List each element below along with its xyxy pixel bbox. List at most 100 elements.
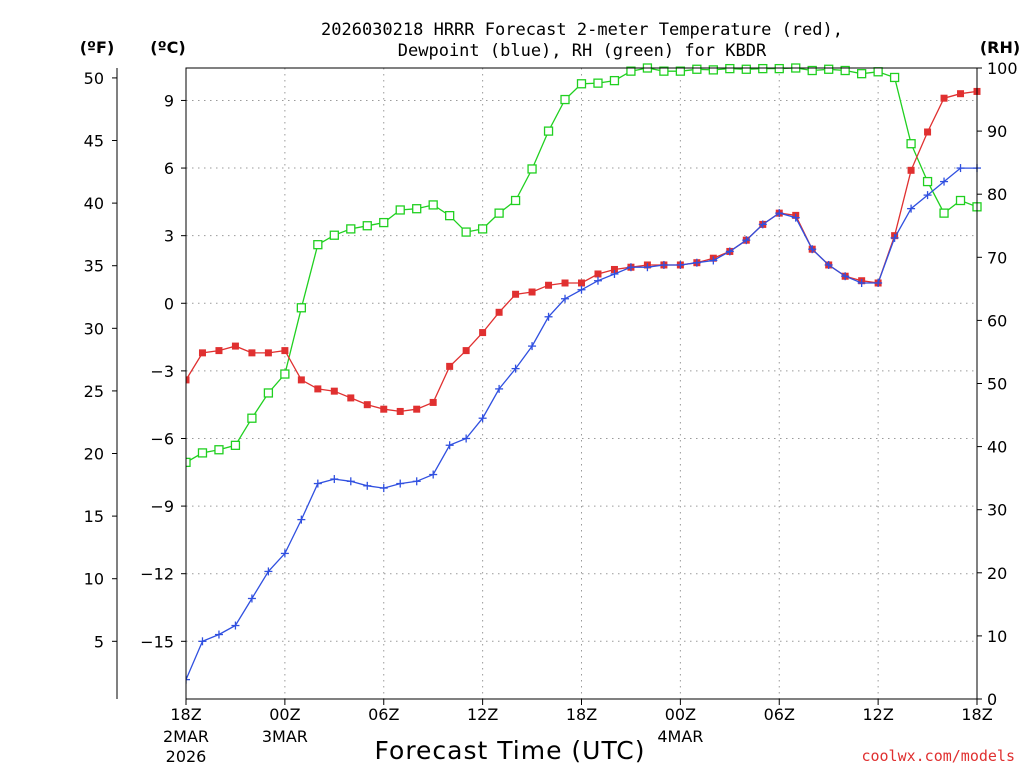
rh-point: [263, 388, 274, 398]
rh-point: [296, 303, 307, 313]
date-tick-label: 2MAR: [163, 727, 209, 746]
celsius-axis: −15 −12 −9 −6 −3 0 3 6 9: [140, 91, 186, 651]
temperature-point: [297, 376, 305, 384]
temperature-point: [528, 288, 536, 296]
rh-point: [922, 176, 933, 187]
dewpoint-point: [890, 233, 899, 242]
fahrenheit-tick-label: 30: [84, 319, 104, 338]
temperature-point: [396, 407, 404, 415]
rh-point: [939, 208, 949, 218]
dewpoint-point: [280, 549, 289, 558]
celsius-tick-label: −9: [150, 497, 174, 516]
rh-point: [412, 204, 422, 214]
rh-point: [494, 208, 504, 218]
temperature-point: [907, 166, 915, 174]
rh-point: [906, 139, 916, 149]
fahrenheit-tick-label: 45: [84, 132, 104, 151]
temperature-point: [231, 342, 239, 350]
temperature-point: [380, 405, 388, 413]
dewpoint-point: [907, 204, 916, 213]
rh-tick-label: 100: [987, 59, 1018, 78]
rh-point: [527, 164, 537, 174]
dewpoint-point: [626, 263, 635, 272]
temperature-point: [429, 398, 437, 406]
rh-point: [659, 66, 669, 76]
time-tick-label: 18Z: [170, 705, 201, 724]
dewpoint-point: [478, 414, 487, 423]
rh-point: [428, 200, 438, 210]
rh-point: [708, 65, 718, 75]
rh-point: [477, 224, 488, 234]
temperature-point: [413, 405, 421, 413]
time-tick-label: 12Z: [467, 705, 498, 724]
fahrenheit-tick-label: 40: [84, 194, 104, 213]
temperature-point: [512, 290, 520, 298]
rh-point: [692, 64, 702, 74]
celsius-tick-label: 9: [164, 91, 174, 110]
rh-tick-label: 0: [987, 690, 997, 709]
rh-tick-label: 10: [987, 627, 1007, 646]
dewpoint-point: [462, 434, 471, 443]
date-tick-label: 4MAR: [657, 727, 703, 746]
dewpoint-series: [186, 164, 981, 684]
dewpoint-point: [659, 260, 668, 269]
time-tick-label: 06Z: [764, 705, 795, 724]
dewpoint-point: [561, 294, 570, 303]
dewpoint-point: [346, 477, 355, 486]
credit-text: coolwx.com/models: [861, 747, 1015, 765]
rh-tick-label: 60: [987, 311, 1007, 330]
rh-point: [889, 72, 900, 83]
celsius-tick-label: −15: [140, 632, 174, 651]
dewpoint-point: [577, 285, 586, 294]
celsius-tick-label: 6: [164, 159, 174, 178]
chart-title-line1: 2026030218 HRRR Forecast 2-meter Tempera…: [321, 20, 843, 40]
dewpoint-point: [247, 594, 256, 603]
rh-point: [461, 227, 471, 237]
dewpoint-point: [758, 220, 767, 229]
rh-tick-label: 30: [987, 501, 1007, 520]
dewpoint-point: [874, 278, 883, 287]
temperature-point: [479, 329, 487, 337]
temperature-point: [330, 387, 338, 395]
rh-point: [379, 217, 389, 228]
rh-point: [840, 65, 850, 76]
dewpoint-point: [429, 470, 438, 479]
temperature-point: [924, 128, 932, 136]
dewpoint-point: [956, 164, 965, 173]
rh-point: [214, 445, 224, 455]
rh-point: [560, 94, 570, 105]
temperature-point: [248, 349, 256, 357]
dewpoint-point: [857, 278, 866, 287]
dewpoint-point: [511, 364, 520, 373]
rh-point: [576, 79, 587, 89]
temperature-point: [446, 362, 454, 370]
rh-tick-label: 90: [987, 122, 1007, 141]
rh-axis: 0 10 20 30 40 50 60 70 80 90 100: [977, 59, 1018, 709]
dewpoint-point: [495, 384, 504, 393]
fahrenheit-tick-label: 5: [94, 632, 104, 651]
fahrenheit-axis: 5 10 15 20 25 30 35 40 45 50: [84, 68, 118, 699]
rh-point: [445, 211, 455, 221]
celsius-tick-label: 0: [164, 294, 174, 313]
fahrenheit-tick-label: 10: [84, 570, 104, 589]
dewpoint-point: [923, 191, 932, 200]
rh-point: [758, 63, 768, 74]
rh-axis-label: (RH): [980, 38, 1020, 57]
dewpoint-point: [610, 269, 619, 278]
dewpoint-point: [186, 675, 190, 684]
temperature-point: [363, 401, 371, 409]
celsius-tick-label: −12: [140, 565, 174, 584]
rh-point: [313, 240, 323, 250]
rh-point: [626, 66, 636, 76]
temperature-point: [594, 270, 602, 278]
dewpoint-point: [214, 630, 223, 639]
fahrenheit-tick-label: 50: [84, 69, 104, 88]
rh-point: [774, 63, 784, 74]
temperature-point: [198, 349, 206, 357]
temperature-point: [314, 385, 322, 393]
temperature-point: [462, 347, 470, 355]
dewpoint-point: [725, 247, 734, 256]
rh-tick-label: 70: [987, 248, 1007, 267]
temperature-point: [610, 265, 618, 273]
